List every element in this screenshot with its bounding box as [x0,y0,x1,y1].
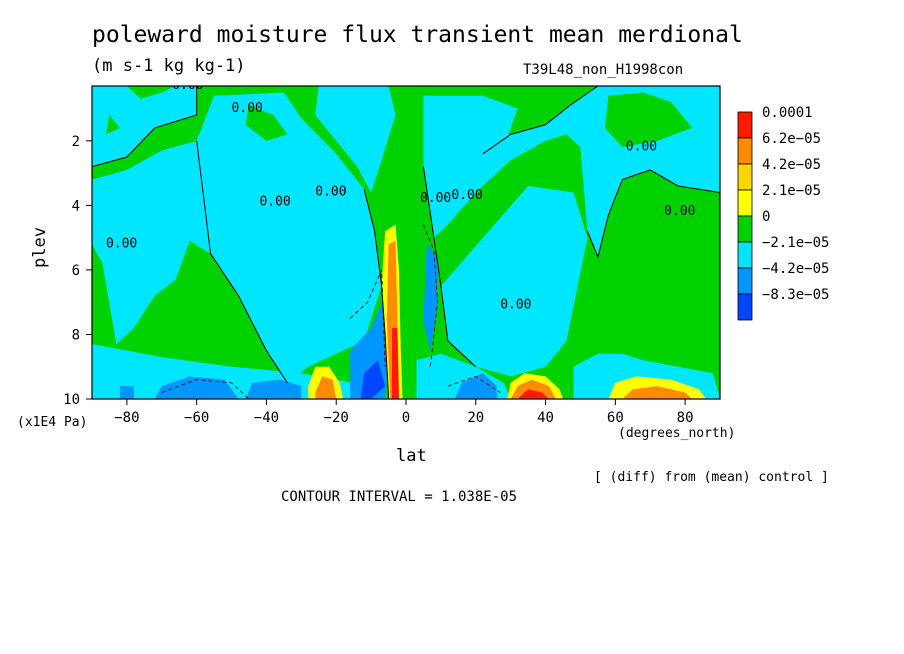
dashed-contour-3 [447,375,501,393]
colorbar-swatch [737,163,753,191]
contour-field: 0.000.000.000.000.00 0.00 0.000.000.000.00 [92,78,720,399]
y-tick-label: 10 [63,392,80,408]
contour-line-5 [586,169,720,259]
x-tick-label: −60 [184,410,209,426]
contour-label: 0.00 [259,194,290,209]
nh-orange-blob-2 [622,386,693,399]
strong-negative-region-5 [119,386,134,399]
y-tick-label: 8 [72,327,80,343]
colorbar-swatch [737,293,753,321]
x-tick-label: −40 [254,410,279,426]
colorbar-label: 4.2e−05 [762,157,821,173]
positive-island-4 [106,115,120,135]
contour-line-4 [482,86,599,155]
contour-label: 0.00 [626,140,657,155]
colorbar-label: −8.3e−05 [762,287,829,303]
contour-line-0 [92,86,198,168]
contour-label: 0.00 [106,236,137,251]
contour-line-1 [196,140,288,384]
contour-label: 0.00 [664,204,695,219]
dashed-contour-1 [349,269,386,367]
x-axis-label: lat [396,446,427,466]
dashed-contour-2 [423,224,438,367]
y-tick-label: 4 [72,198,80,214]
x-tick-label: −20 [324,410,349,426]
colorbar-label: 2.1e−05 [762,183,821,199]
nh-orange-blob-1 [510,379,556,399]
contour-line-2 [363,189,390,399]
x-tick-label: −80 [114,410,139,426]
positive-island-1 [245,105,288,141]
strongest-negative-region [360,360,386,399]
x-tick-label: 80 [677,410,694,426]
colorbar-label: 0.0001 [762,105,813,121]
equatorial-red-core [392,328,399,399]
y-tick-label: 2 [72,134,80,150]
contour-label: 0.00 [420,191,451,206]
colorbar-swatch [737,241,753,269]
strong-negative-region-1 [245,379,302,399]
colorbar-label: 0 [762,209,770,225]
contour-line-3 [422,166,477,368]
colorbar-swatch [737,267,753,295]
units-label: (m s-1 kg kg-1) [92,56,246,76]
colorbar-swatch [737,189,753,217]
y-scale-label: (x1E4 Pa) [17,415,88,430]
positive-island-0 [126,86,176,99]
negative-region-2 [315,86,396,193]
negative-region-1 [92,92,382,383]
nh-red-blob [517,389,549,399]
dashed-contour-0 [161,379,250,399]
x-tick-label: 60 [607,410,624,426]
colorbar-swatch [737,111,753,139]
negative-region-5 [440,186,588,377]
colorbar-swatch [737,137,753,165]
colorbar-label: −4.2e−05 [762,261,829,277]
colorbar-swatch [737,215,753,243]
negative-region-0 [92,86,197,167]
run-label: T39L48_non_H1998con [523,62,684,78]
colorbar-label: 6.2e−05 [762,131,821,147]
diff-label: [ (diff) from (mean) control ] [594,470,829,485]
colorbar-label: −2.1e−05 [762,235,829,251]
contour-interval-label: CONTOUR INTERVAL = 1.038E-05 [281,489,518,505]
contour-lines [92,86,720,399]
strong-negative-region-3 [423,244,438,351]
negative-contours [161,224,501,399]
positive-island-2 [604,92,693,148]
contour-label: 0.00 [500,298,531,313]
negative-region-6 [92,344,372,399]
chart-title: poleward moisture flux transient mean me… [92,22,743,48]
sh-orange-blob [315,376,337,399]
contour-label: 0.00 [232,101,263,116]
strong-negative-region-0 [154,376,239,399]
x-tick-label: 20 [467,410,484,426]
contour-label: 0.00 [315,185,346,200]
x-units-label: (degrees_north) [618,426,736,441]
contour-label: 0.00 [451,188,482,203]
y-tick-label: 6 [72,263,80,279]
x-tick-label: 0 [402,410,410,426]
contour-label: 0.00 [172,78,203,93]
positive-island-3 [203,269,232,335]
strong-negative-region-4 [454,373,497,399]
negative-region-3 [423,95,518,238]
x-tick-label: 40 [537,410,554,426]
